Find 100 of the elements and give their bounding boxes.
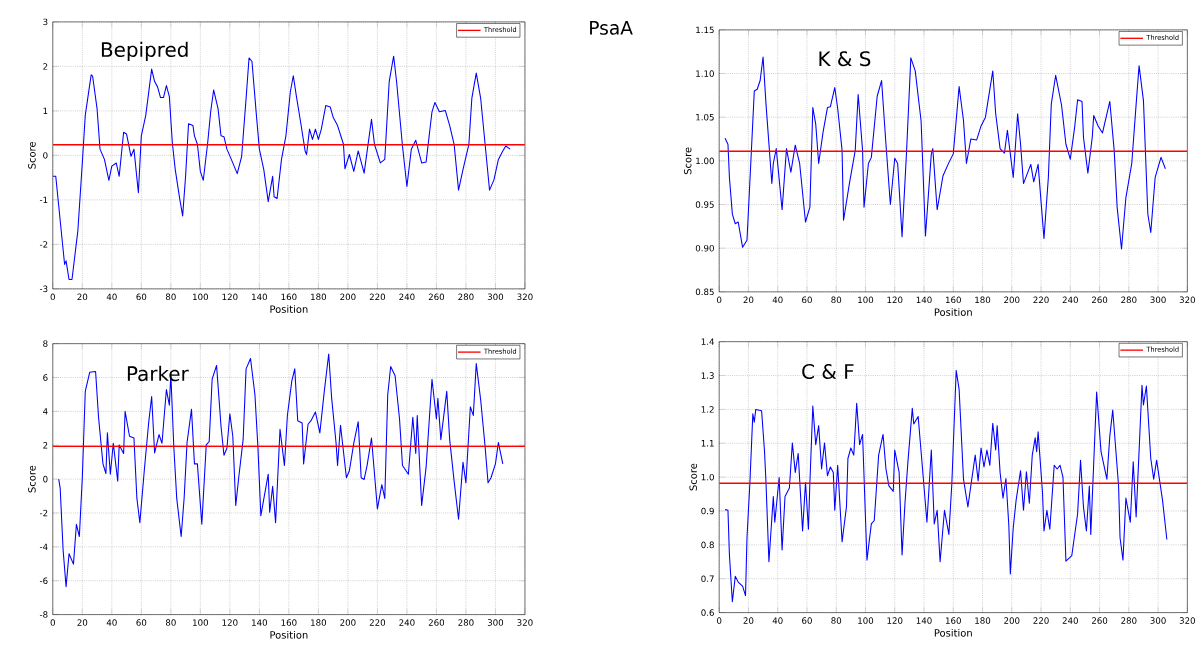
x-tick-label: 180 xyxy=(311,619,327,626)
y-tick-label: -2 xyxy=(39,240,48,248)
x-tick-label: 120 xyxy=(887,296,903,303)
x-tick-label: 60 xyxy=(802,296,812,303)
x-tick-label: 280 xyxy=(458,293,474,300)
x-tick-label: 80 xyxy=(831,617,842,624)
x-tick-label: 0 xyxy=(717,617,722,624)
x-tick-label: 200 xyxy=(340,293,356,300)
x-tick-label: 120 xyxy=(222,619,238,626)
x-tick-label: 300 xyxy=(1150,296,1166,303)
x-axis-title: Position xyxy=(934,628,972,637)
x-tick-label: 260 xyxy=(1091,617,1108,624)
x-tick-label: 80 xyxy=(165,619,176,626)
x-tick-label: 100 xyxy=(858,617,874,624)
x-tick-label: 140 xyxy=(252,619,268,626)
text: PsaA xyxy=(590,20,633,35)
y-tick-label: -4 xyxy=(39,543,48,550)
x-tick-label: 140 xyxy=(252,293,268,300)
y-tick-label: 0 xyxy=(43,475,48,483)
y-tick-label: -6 xyxy=(39,577,48,584)
x-tick-label: 280 xyxy=(1121,617,1137,624)
x-tick-label: 220 xyxy=(369,619,386,626)
text: Parker xyxy=(127,365,189,381)
x-tick-label: 40 xyxy=(106,293,117,300)
y-tick-label: -2 xyxy=(39,509,48,516)
y-axis-title: Score xyxy=(28,465,36,493)
y-tick-label: 0.8 xyxy=(701,541,714,548)
y-tick-label: 1.4 xyxy=(701,338,714,345)
y-tick-label: 0.7 xyxy=(701,575,714,582)
y-tick-label: 2 xyxy=(43,441,48,449)
x-tick-label: 240 xyxy=(1062,617,1078,624)
y-tick-label: 4 xyxy=(43,408,48,415)
y-tick-label: 1.05 xyxy=(696,113,714,121)
x-tick-label: 280 xyxy=(1121,296,1137,303)
y-axis-title: Score xyxy=(683,147,692,174)
x-tick-label: 180 xyxy=(311,293,327,300)
y-tick-label: -1 xyxy=(39,196,48,203)
y-tick-label: 8 xyxy=(43,340,48,347)
y-tick-label: 1.2 xyxy=(701,405,714,413)
y-axis-title: Score xyxy=(689,463,697,491)
x-tick-label: 260 xyxy=(428,619,445,626)
y-tick-label: 1.3 xyxy=(701,372,714,379)
x-tick-label: 20 xyxy=(743,617,754,624)
x-tick-label: 300 xyxy=(487,619,504,626)
y-axis-title: Score xyxy=(28,141,36,169)
y-tick-label: 6 xyxy=(43,374,48,381)
y-tick-label: 1.15 xyxy=(696,26,714,33)
y-tick-label: 1.00 xyxy=(696,157,714,164)
x-tick-label: 220 xyxy=(1033,617,1049,624)
x-tick-label: 200 xyxy=(1004,296,1020,303)
y-tick-label: 1 xyxy=(43,107,48,114)
x-axis-title: Position xyxy=(270,305,308,313)
y-tick-label: 2 xyxy=(43,63,48,70)
x-axis-title: Position xyxy=(270,630,308,639)
x-tick-label: 220 xyxy=(369,293,386,300)
x-tick-label: 100 xyxy=(193,619,208,626)
x-tick-label: 320 xyxy=(517,293,533,300)
x-tick-label: 240 xyxy=(399,619,415,626)
x-tick-label: 0 xyxy=(717,296,722,303)
text: K & S xyxy=(819,50,871,67)
x-tick-label: 100 xyxy=(858,296,874,303)
x-tick-label: 260 xyxy=(428,293,445,300)
y-tick-label: -3 xyxy=(39,285,48,292)
x-tick-label: 300 xyxy=(1150,617,1166,624)
x-tick-label: 240 xyxy=(1062,296,1078,303)
x-tick-label: 60 xyxy=(136,293,147,300)
y-tick-label: 1.10 xyxy=(696,70,714,77)
y-tick-label: 0 xyxy=(43,151,48,159)
y-tick-label: 1.0 xyxy=(701,473,714,481)
x-tick-label: 220 xyxy=(1033,296,1049,303)
text: Bepipred xyxy=(101,41,188,61)
x-tick-label: 160 xyxy=(281,619,297,626)
x-tick-label: 0 xyxy=(50,619,55,626)
x-tick-label: 100 xyxy=(193,293,208,300)
y-tick-label: 0.9 xyxy=(701,507,714,515)
y-tick-label: 0.95 xyxy=(695,201,714,208)
x-tick-label: 160 xyxy=(945,296,961,303)
x-tick-label: 60 xyxy=(136,619,147,626)
x-tick-label: 180 xyxy=(975,296,991,303)
x-tick-label: 20 xyxy=(77,619,88,626)
y-tick-label: 1.1 xyxy=(701,439,714,447)
x-tick-label: 20 xyxy=(77,293,88,300)
x-tick-label: 300 xyxy=(487,293,504,300)
x-tick-label: 120 xyxy=(222,293,238,300)
x-tick-label: 240 xyxy=(399,293,415,300)
x-tick-label: 180 xyxy=(975,617,991,624)
text: C & F xyxy=(802,363,854,379)
line-series xyxy=(58,353,504,587)
x-tick-label: 200 xyxy=(340,619,356,626)
y-tick-label: -8 xyxy=(39,611,48,618)
x-tick-label: 280 xyxy=(458,619,474,626)
x-tick-label: 80 xyxy=(831,296,842,303)
y-tick-label: 0.90 xyxy=(695,244,714,252)
x-tick-label: 320 xyxy=(1179,617,1195,624)
x-tick-label: 160 xyxy=(281,293,297,300)
x-tick-label: 40 xyxy=(772,617,783,624)
x-tick-label: 120 xyxy=(887,617,903,624)
x-tick-label: 200 xyxy=(1004,617,1020,624)
x-tick-label: 20 xyxy=(743,296,754,303)
x-tick-label: 320 xyxy=(517,619,533,626)
